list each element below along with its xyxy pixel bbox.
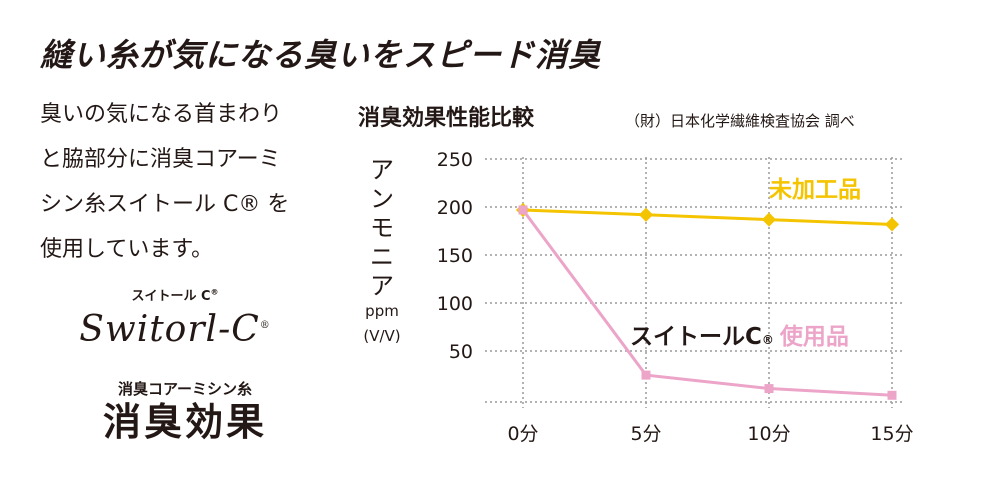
tagline-small: 消臭コアーミシン糸 [117, 380, 253, 398]
series-label: 未加工品 [769, 177, 861, 203]
data-point [761, 212, 777, 227]
brand-logo: Switorl-C® [79, 309, 271, 350]
data-point [638, 207, 654, 222]
description-line: と脇部分に消臭コアーミ [40, 147, 281, 172]
chart-source: （財）日本化学繊維検査協会 調べ [625, 112, 855, 130]
data-point [518, 205, 528, 215]
line-chart: 50 100 150 200 250 0分 5分 10分 15分 アンモニア ppm (V/V) 未加工… [363, 149, 913, 445]
brand-logo-block: スイトール C® Switorl-C® [70, 285, 280, 352]
series-label: スイトールC® 使用品 [630, 324, 849, 350]
series-line [522, 208, 893, 226]
series-line [521, 209, 893, 397]
y-tick-label: 50 [449, 341, 473, 363]
tagline-block: 消臭コアーミシン糸 消臭効果 [70, 378, 300, 445]
data-point [641, 370, 651, 380]
description-line: 臭いの気になる首まわり [40, 102, 283, 127]
y-axis-label: アンモニア [370, 156, 394, 300]
data-point [884, 217, 900, 232]
description-line: 使用しています。 [40, 237, 214, 262]
description-line: シン糸スイトール C® を [40, 192, 290, 217]
y-tick-label: 100 [437, 293, 473, 315]
description: 臭いの気になる首まわり と脇部分に消臭コアーミ シン糸スイトール C® を 使用… [40, 92, 330, 272]
brand-small-label: スイトール C® [131, 287, 219, 304]
y-tick-label: 250 [437, 149, 473, 171]
x-tick-label: 10分 [747, 423, 790, 445]
chart-title: 消臭効果性能比較 [358, 106, 535, 131]
y-axis-unit: ppm [365, 302, 399, 320]
x-tick-label: 5分 [630, 423, 661, 445]
data-point [887, 390, 897, 400]
y-axis-unit: (V/V) [363, 327, 400, 345]
data-point [764, 384, 774, 394]
x-tick-label: 15分 [870, 423, 913, 445]
y-tick-label: 200 [437, 197, 473, 219]
x-tick-label: 0分 [507, 423, 538, 445]
tagline-big: 消臭効果 [102, 400, 267, 444]
y-tick-label: 150 [437, 245, 473, 267]
headline: 縫い糸が気になる臭いをスピード消臭 [40, 36, 602, 74]
